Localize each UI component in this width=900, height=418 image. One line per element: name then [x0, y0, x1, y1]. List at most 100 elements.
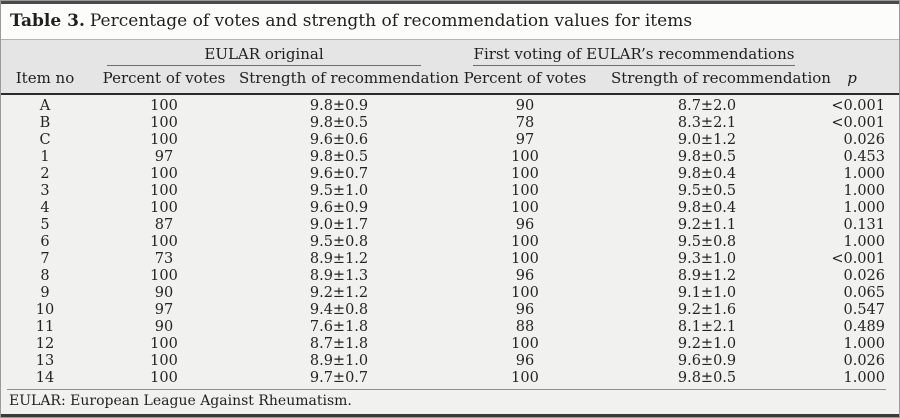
group-header-spacer-p: [803, 40, 899, 66]
cell-percent-votes-original: 100: [150, 353, 178, 369]
cell-strength-original: 9.8±0.5: [309, 115, 369, 131]
cell-item-no: 11: [35, 319, 55, 335]
footnote: EULAR: European League Against Rheumatis…: [9, 393, 352, 409]
table-number: Table 3.: [10, 11, 85, 31]
cell-strength-original: 9.8±0.9: [309, 98, 369, 114]
cell-item-no: 2: [40, 166, 50, 182]
cell-percent-votes-original: 100: [150, 234, 178, 250]
table-title: Table 3. Percentage of votes and strength…: [1, 4, 899, 40]
cell-percent-votes-first-voting: 78: [515, 115, 535, 131]
table-row: 6 100 9.5±0.8 100 9.5±0.8 1.000: [1, 234, 899, 251]
cell-item-no: 3: [40, 183, 50, 199]
cell-strength-first-voting: 9.1±1.0: [677, 285, 737, 301]
table-row: 7 73 8.9±1.2 100 9.3±1.0 <0.001: [1, 251, 899, 268]
col-header-percent-votes-first-voting: Percent of votes: [439, 66, 611, 95]
cell-p-value: 0.489: [843, 319, 885, 335]
cell-strength-original: 9.6±0.6: [309, 132, 369, 148]
cell-strength-original: 9.6±0.7: [309, 166, 369, 182]
cell-strength-first-voting: 9.2±1.0: [677, 336, 737, 352]
table-row: 4 100 9.6±0.9 100 9.8±0.4 1.000: [1, 200, 899, 217]
cell-percent-votes-original: 100: [150, 370, 178, 386]
cell-p-value: <0.001: [831, 251, 885, 267]
cell-strength-first-voting: 9.8±0.5: [677, 149, 737, 165]
cell-percent-votes-first-voting: 100: [511, 149, 539, 165]
cell-percent-votes-first-voting: 100: [511, 370, 539, 386]
cell-item-no: B: [39, 115, 51, 131]
col-header-strength-first-voting: Strength of recommendation: [611, 66, 831, 95]
table-row: 5 87 9.0±1.7 96 9.2±1.1 0.131: [1, 217, 899, 234]
col-header-item-no: Item no: [1, 66, 89, 95]
cell-percent-votes-original: 97: [154, 149, 174, 165]
cell-percent-votes-original: 100: [150, 166, 178, 182]
cell-percent-votes-original: 100: [150, 98, 178, 114]
cell-strength-first-voting: 9.5±0.8: [677, 234, 737, 250]
cell-percent-votes-original: 90: [154, 319, 174, 335]
group-header-eular-original: EULAR original: [107, 45, 421, 66]
cell-percent-votes-original: 100: [150, 132, 178, 148]
table-header: EULAR original First voting of EULAR’s r…: [1, 40, 899, 95]
table-row: 10 97 9.4±0.8 96 9.2±1.6 0.547: [1, 302, 899, 319]
cell-item-no: 4: [40, 200, 50, 216]
cell-item-no: 5: [40, 217, 50, 233]
cell-strength-first-voting: 9.5±0.5: [677, 183, 737, 199]
cell-strength-first-voting: 9.2±1.1: [677, 217, 737, 233]
table-row: 2 100 9.6±0.7 100 9.8±0.4 1.000: [1, 166, 899, 183]
cell-strength-original: 8.9±1.3: [309, 268, 369, 284]
data-table: EULAR original First voting of EULAR’s r…: [1, 40, 899, 387]
cell-percent-votes-original: 100: [150, 115, 178, 131]
table-row: 3 100 9.5±1.0 100 9.5±0.5 1.000: [1, 183, 899, 200]
cell-p-value: 0.453: [843, 149, 885, 165]
cell-p-value: 0.026: [843, 268, 885, 284]
cell-strength-original: 9.5±1.0: [309, 183, 369, 199]
table-row: 1 97 9.8±0.5 100 9.8±0.5 0.453: [1, 149, 899, 166]
cell-strength-original: 9.8±0.5: [309, 149, 369, 165]
footnote-divider: [7, 389, 886, 390]
group-header-spacer: [1, 40, 89, 66]
table-row: 9 90 9.2±1.2 100 9.1±1.0 0.065: [1, 285, 899, 302]
cell-strength-first-voting: 9.3±1.0: [677, 251, 737, 267]
table-row: 14 100 9.7±0.7 100 9.8±0.5 1.000: [1, 370, 899, 387]
cell-strength-original: 8.9±1.0: [309, 353, 369, 369]
cell-percent-votes-original: 97: [154, 302, 174, 318]
cell-strength-first-voting: 9.8±0.4: [677, 200, 737, 216]
table-row: A 100 9.8±0.9 90 8.7±2.0 <0.001: [1, 94, 899, 115]
cell-strength-original: 9.0±1.7: [309, 217, 369, 233]
cell-strength-first-voting: 8.9±1.2: [677, 268, 737, 284]
cell-strength-original: 8.7±1.8: [309, 336, 369, 352]
group-header-row: EULAR original First voting of EULAR’s r…: [1, 40, 899, 66]
cell-item-no: 10: [35, 302, 55, 318]
col-header-strength-original: Strength of recommendation: [239, 66, 459, 95]
group-header-cell-original: EULAR original: [89, 40, 439, 66]
cell-item-no: 1: [40, 149, 50, 165]
cell-item-no: 6: [40, 234, 50, 250]
table-row: B 100 9.8±0.5 78 8.3±2.1 <0.001: [1, 115, 899, 132]
cell-p-value: 1.000: [843, 183, 885, 199]
cell-p-value: 1.000: [843, 336, 885, 352]
cell-percent-votes-first-voting: 96: [515, 268, 535, 284]
cell-strength-first-voting: 8.1±2.1: [677, 319, 737, 335]
cell-strength-first-voting: 9.2±1.6: [677, 302, 737, 318]
cell-item-no: C: [39, 132, 51, 148]
cell-strength-original: 9.5±0.8: [309, 234, 369, 250]
cell-strength-original: 7.6±1.8: [309, 319, 369, 335]
cell-percent-votes-first-voting: 97: [515, 132, 535, 148]
cell-p-value: 1.000: [843, 166, 885, 182]
cell-percent-votes-original: 73: [154, 251, 174, 267]
cell-p-value: 0.026: [843, 353, 885, 369]
cell-item-no: 12: [35, 336, 55, 352]
cell-item-no: 9: [40, 285, 50, 301]
cell-strength-first-voting: 8.7±2.0: [677, 98, 737, 114]
cell-percent-votes-first-voting: 100: [511, 234, 539, 250]
table-body: A 100 9.8±0.9 90 8.7±2.0 <0.001 B 100 9.…: [1, 94, 899, 387]
table-row: 12 100 8.7±1.8 100 9.2±1.0 1.000: [1, 336, 899, 353]
cell-strength-original: 8.9±1.2: [309, 251, 369, 267]
cell-strength-original: 9.2±1.2: [309, 285, 369, 301]
cell-percent-votes-original: 90: [154, 285, 174, 301]
table-row: 11 90 7.6±1.8 88 8.1±2.1 0.489: [1, 319, 899, 336]
cell-strength-first-voting: 9.6±0.9: [677, 353, 737, 369]
cell-percent-votes-first-voting: 100: [511, 251, 539, 267]
col-header-p-value: p: [803, 66, 899, 95]
cell-percent-votes-first-voting: 90: [515, 98, 535, 114]
cell-percent-votes-first-voting: 96: [515, 217, 535, 233]
